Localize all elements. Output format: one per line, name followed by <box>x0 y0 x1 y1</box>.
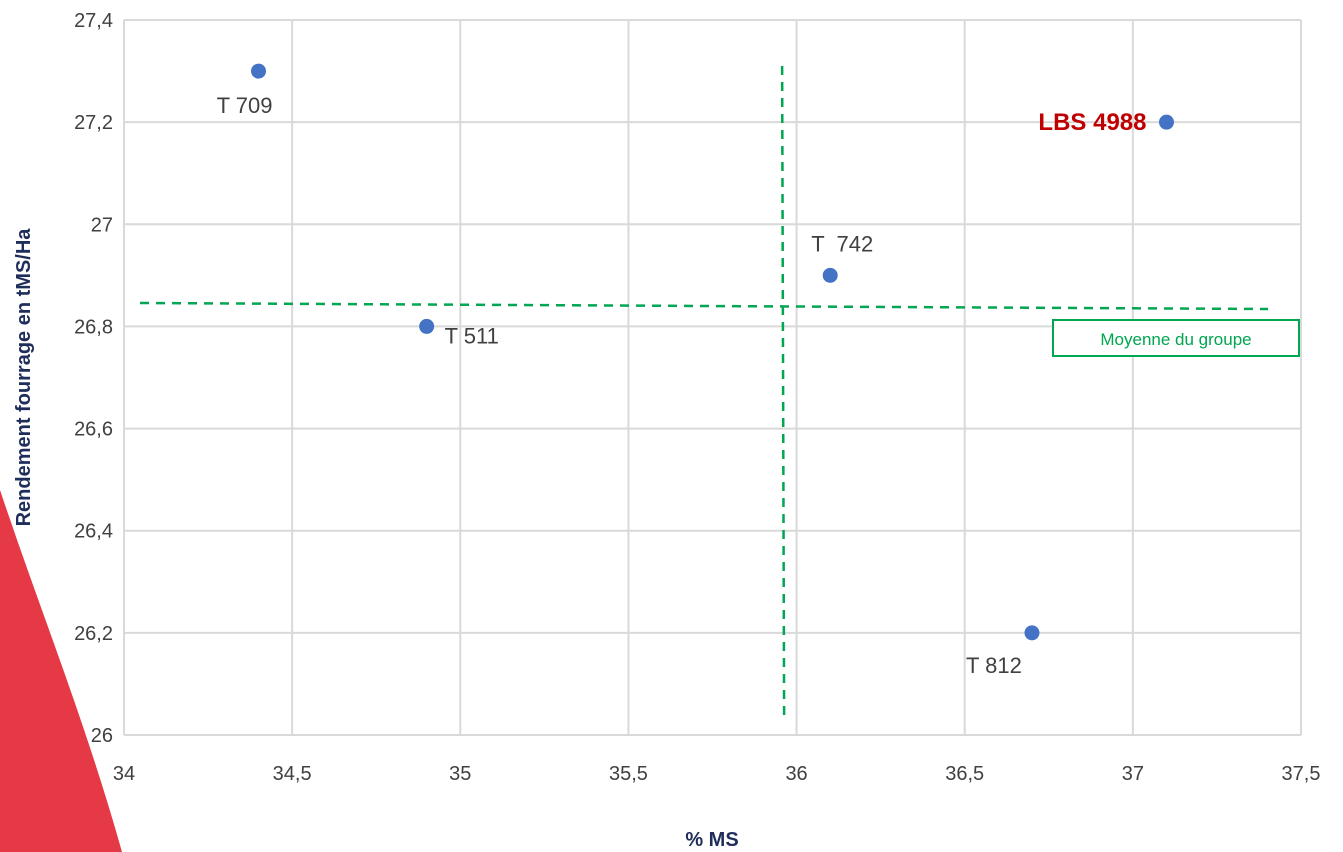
x-tick-label: 37,5 <box>1282 763 1321 785</box>
y-tick-label: 26,2 <box>74 623 113 645</box>
y-tick-label: 26,8 <box>74 316 113 338</box>
x-tick-label: 35,5 <box>609 763 648 785</box>
data-point <box>1024 625 1040 641</box>
data-point <box>419 318 435 334</box>
data-point <box>251 63 267 79</box>
data-label: T 511 <box>445 323 499 348</box>
decorative-swoosh <box>0 490 122 852</box>
x-tick-label: 36 <box>785 763 807 785</box>
x-tick-label: 35 <box>449 763 471 785</box>
data-label: T 812 <box>966 653 1022 678</box>
mean-legend-label: Moyenne du groupe <box>1100 330 1251 349</box>
data-point <box>822 267 838 283</box>
x-axis-title: % MS <box>685 829 738 851</box>
y-tick-label: 26,6 <box>74 419 113 441</box>
mean-horizontal-line <box>139 301 1269 311</box>
x-tick-label: 37 <box>1122 763 1144 785</box>
highlight-data-label: LBS 4988 <box>1038 109 1146 136</box>
data-label: T 742 <box>811 231 873 256</box>
mean-vertical-line <box>780 65 786 718</box>
y-tick-label: 27,2 <box>74 112 113 134</box>
y-tick-label: 27 <box>91 214 113 236</box>
x-tick-label: 34,5 <box>273 763 312 785</box>
y-tick-label: 27,4 <box>74 10 113 32</box>
x-tick-label: 36,5 <box>945 763 984 785</box>
data-label: T 709 <box>217 93 273 118</box>
x-tick-label: 34 <box>113 763 135 785</box>
y-axis-title: Rendement fourrage en tMS/Ha <box>13 228 35 527</box>
y-tick-label: 26 <box>91 725 113 747</box>
data-point <box>1158 114 1174 130</box>
mean-legend-box <box>1052 319 1300 357</box>
y-tick-label: 26,4 <box>74 521 113 543</box>
